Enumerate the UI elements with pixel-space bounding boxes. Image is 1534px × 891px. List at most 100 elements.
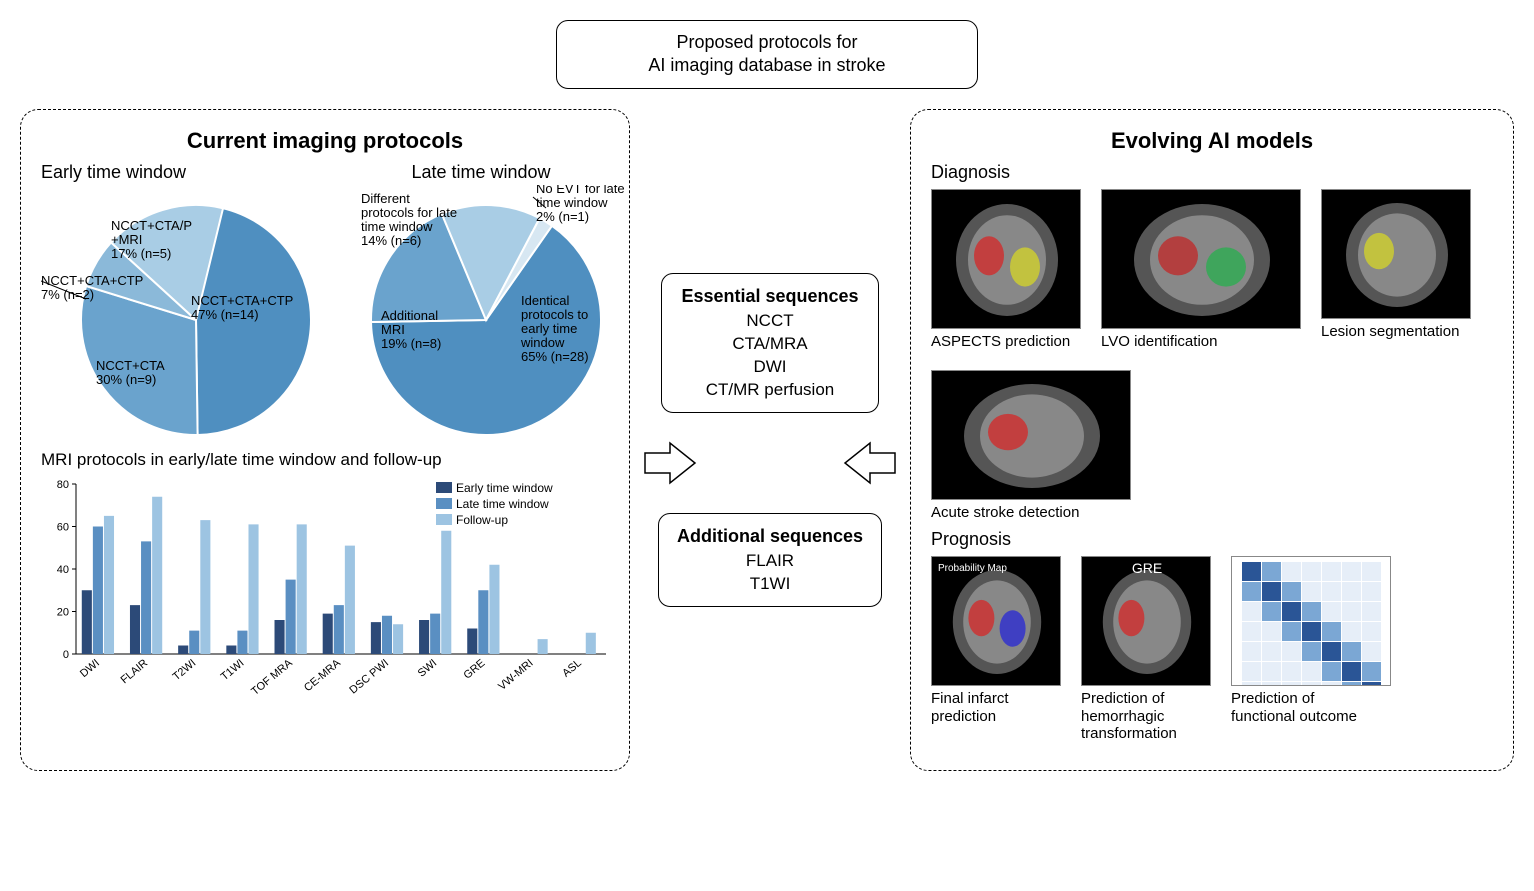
pie-label: Additional — [381, 308, 438, 323]
img-item: ASPECTS prediction — [931, 189, 1081, 350]
bar — [371, 622, 381, 654]
pie-label: time window — [361, 219, 433, 234]
bar — [430, 613, 440, 653]
essential-l2: DWI — [680, 356, 860, 379]
bar-area: MRI protocols in early/late time window … — [41, 450, 609, 719]
bar — [419, 620, 429, 654]
pie-label: 14% (n=6) — [361, 233, 421, 248]
pie-label: 19% (n=8) — [381, 336, 441, 351]
pie-label: 2% (n=1) — [536, 209, 589, 224]
bar-xlabel: TOF MRA — [249, 656, 295, 697]
pie-label: Identical — [521, 293, 570, 308]
prog-label: Prognosis — [931, 529, 1493, 550]
bar-legend: Late time window — [456, 497, 549, 511]
additional-l0: FLAIR — [677, 550, 863, 573]
img-caption: Acute stroke detection — [931, 504, 1131, 521]
img-caption: Final infarctprediction — [931, 690, 1061, 725]
pie-label: Different — [361, 191, 410, 206]
bar — [189, 630, 199, 653]
pie-label: 47% (n=14) — [191, 307, 259, 322]
left-title: Current imaging protocols — [41, 128, 609, 154]
bar — [323, 613, 333, 653]
bar — [441, 531, 451, 654]
essential-l0: NCCT — [680, 310, 860, 333]
late-title: Late time window — [331, 162, 631, 183]
img-box: Probability Map — [931, 556, 1061, 686]
img-caption: Prediction offunctional outcome — [1231, 690, 1391, 725]
header-line1: Proposed protocols for — [676, 32, 857, 52]
pie-early-block: Early time window NCCT+CTA+CTP47% (n=14)… — [41, 162, 321, 440]
bar — [152, 497, 162, 654]
scan-thumb — [1102, 190, 1301, 329]
pie-label: NCCT+CTA/P — [111, 218, 192, 233]
bar-xlabel: ASL — [560, 657, 584, 680]
img-box — [1231, 556, 1391, 686]
bar — [248, 524, 258, 654]
svg-text:60: 60 — [57, 521, 69, 533]
additional-l1: T1WI — [677, 573, 863, 596]
bar-xlabel: CE-MRA — [302, 656, 343, 694]
img-box — [1101, 189, 1301, 329]
scan-thumb — [1232, 557, 1391, 686]
bar-legend: Early time window — [456, 481, 553, 495]
bar — [478, 590, 488, 654]
bar — [297, 524, 307, 654]
img-box — [1321, 189, 1471, 319]
bar-xlabel: FLAIR — [119, 657, 151, 686]
pie-label: NCCT+CTA+CTP — [191, 293, 293, 308]
header-box: Proposed protocols for AI imaging databa… — [556, 20, 978, 89]
pie-label: 17% (n=5) — [111, 246, 171, 261]
svg-text:0: 0 — [63, 649, 69, 661]
bar — [489, 565, 499, 654]
bar — [141, 541, 151, 654]
prog-row: Probability Map Final infarctprediction GR… — [931, 556, 1493, 742]
img-item: Prediction offunctional outcome — [1231, 556, 1391, 742]
bar — [345, 545, 355, 653]
pie-early: NCCT+CTA+CTP47% (n=14)NCCT+CTA30% (n=9)N… — [41, 185, 321, 435]
scan-thumb — [1322, 190, 1471, 319]
essential-hd: Essential sequences — [680, 284, 860, 308]
img-box — [931, 189, 1081, 329]
img-caption: LVO identification — [1101, 333, 1301, 350]
current-protocols-panel: Current imaging protocols Early time win… — [20, 109, 630, 771]
bar — [104, 516, 114, 654]
bar-chart: 020406080DWIFLAIRT2WIT1WITOF MRACE-MRADS… — [41, 474, 611, 714]
img-box: GRE — [1081, 556, 1211, 686]
bar — [275, 620, 285, 654]
arrow-row — [640, 433, 900, 493]
bar-xlabel: DSC PWI — [347, 657, 391, 696]
center-column: Essential sequences NCCT CTA/MRA DWI CT/… — [640, 109, 900, 771]
img-item: Lesion segmentation — [1321, 189, 1471, 350]
img-caption: Lesion segmentation — [1321, 323, 1471, 340]
bar — [286, 579, 296, 653]
bar-xlabel: T1WI — [219, 657, 247, 683]
pie-label: MRI — [381, 322, 405, 337]
bar-xlabel: VW-MRI — [496, 657, 535, 693]
pie-label: early time — [521, 321, 577, 336]
img-item: LVO identification — [1101, 189, 1301, 350]
bar — [82, 590, 92, 654]
pie-label: 7% (n=2) — [41, 287, 94, 302]
img-item: GREPrediction ofhemorrhagictransformatio… — [1081, 556, 1211, 742]
main-row: Current imaging protocols Early time win… — [20, 109, 1514, 771]
essential-l3: CT/MR perfusion — [680, 379, 860, 402]
pie-label: NCCT+CTA+CTP — [41, 273, 143, 288]
pie-label: +MRI — [111, 232, 142, 247]
pie-label: 30% (n=9) — [96, 372, 156, 387]
bar — [334, 605, 344, 654]
bar — [538, 639, 548, 654]
bar — [586, 633, 596, 654]
evolving-ai-panel: Evolving AI models Diagnosis ASPECTS pre… — [910, 109, 1514, 771]
scan-thumb — [932, 190, 1081, 329]
diag-row: ASPECTS prediction LVO identification Lesi… — [931, 189, 1493, 522]
bar-legend: Follow-up — [456, 513, 508, 527]
bar-xlabel: DWI — [78, 657, 102, 680]
pies-row: Early time window NCCT+CTA+CTP47% (n=14)… — [41, 162, 609, 440]
essential-l1: CTA/MRA — [680, 333, 860, 356]
svg-text:20: 20 — [57, 606, 69, 618]
scan-thumb: GRE — [1082, 557, 1211, 686]
svg-text:GRE: GRE — [1132, 560, 1162, 576]
svg-text:Probability Map: Probability Map — [938, 563, 1007, 574]
svg-text:80: 80 — [57, 479, 69, 491]
bar-title: MRI protocols in early/late time window … — [41, 450, 609, 470]
